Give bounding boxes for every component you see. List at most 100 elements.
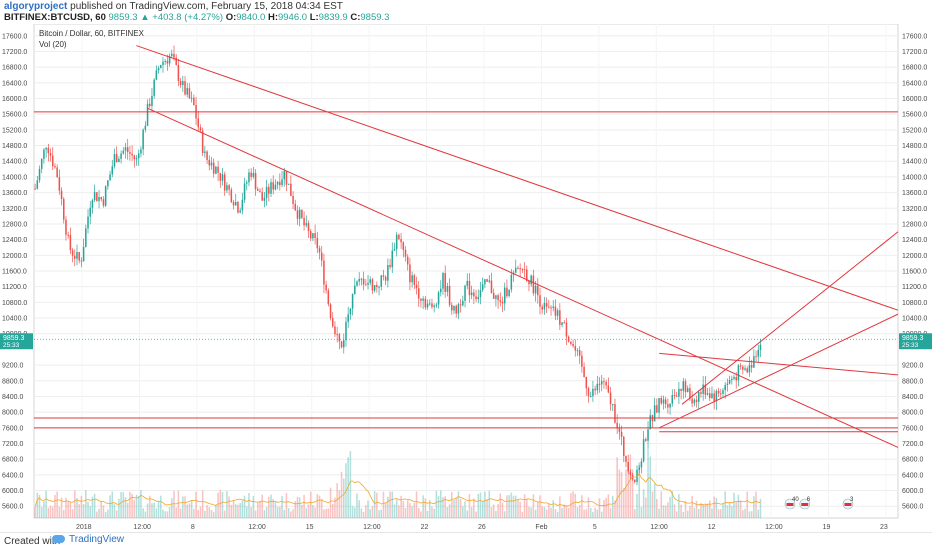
candle-body [325,284,327,291]
volume-bar [455,497,457,518]
x-tick-label: 12:00 [363,524,381,531]
candle-body [552,306,554,308]
candle-body [708,393,711,398]
candle-body [102,199,105,206]
volume-bar [263,510,266,518]
volume-bar [499,493,502,518]
volume-bar [283,509,286,518]
volume-bar [742,510,744,518]
volume-bar [545,509,548,518]
volume-bar [98,508,100,518]
candle-body [208,159,211,166]
candle-body [437,292,440,305]
volume-bar [653,483,656,518]
candle-body [190,97,193,99]
candle-body [340,341,343,348]
tradingview-logo[interactable]: TradingView [52,534,124,545]
candle-body [525,269,528,281]
volume-bar [36,492,39,518]
volume-bar [272,499,274,518]
volume-bar [82,504,85,518]
candle-body [126,147,129,153]
volume-bar [748,511,751,518]
volume-bar [631,469,634,518]
candle-body [298,209,301,219]
candle-body [519,268,521,270]
candle-body [80,260,83,262]
volume-bar [578,504,581,518]
volume-bar [294,501,297,518]
volume-bar [656,499,658,518]
candle-body [36,180,39,189]
volume-bar [257,502,259,518]
volume-bar [634,509,636,518]
y-tick-label-right: 7200.0 [902,441,924,448]
candle-body [45,147,47,150]
trendline [136,45,899,311]
candle-body [545,303,548,307]
candle-body [402,242,405,250]
volume-bar [164,511,166,518]
candle-body [623,436,625,457]
volume-bar [649,456,652,518]
candle-body [276,181,279,185]
candle-body [164,60,166,62]
volume-bar [603,499,605,518]
candle-body [292,195,294,204]
volume-bar [552,500,554,518]
volume-bar [684,500,687,518]
candle-body [78,252,80,261]
volume-bar [519,501,521,518]
candle-body [204,151,206,153]
candle-body [700,392,702,394]
x-tick-label: 26 [478,524,486,531]
candle-body [230,189,233,203]
volume-bar [358,500,360,518]
volume-bar [274,502,277,518]
volume-bar [470,506,473,518]
candle-body [384,276,387,281]
candle-body [362,278,365,285]
candle-body [726,383,729,385]
candle-body [58,177,61,191]
x-tick-label: 12:00 [248,524,266,531]
x-tick-label: 8 [191,524,195,531]
candle-body [722,390,724,394]
candle-body [548,306,550,308]
candle-body [113,154,116,167]
y-tick-label-right: 11200.0 [902,284,927,291]
volume-bar [691,496,693,518]
volume-bar [58,506,61,518]
y-tick-label-right: 10400.0 [902,316,927,323]
volume-bar [287,507,290,518]
volume-bar [417,508,420,518]
volume-bar [343,478,345,518]
candle-body [327,290,330,305]
volume-bar [554,509,557,518]
y-tick-label-right: 12000.0 [902,253,927,260]
volume-bar [316,494,319,518]
candle-body [307,223,310,232]
volume-bar [362,511,365,518]
volume-bar [433,508,435,518]
volume-bar [475,511,477,518]
volume-bar [67,501,69,518]
created-with-text: Created with [4,536,61,547]
y-tick-label-left: 15200.0 [2,127,27,134]
candle-body [49,153,52,156]
volume-bar [611,495,614,518]
volume-bar [402,500,405,518]
volume-bar [206,505,208,518]
candle-body [71,250,74,256]
y-tick-label-left: 14000.0 [2,174,27,181]
volume-bar [382,491,385,518]
volume-bar [126,502,129,518]
candle-body [395,234,398,250]
y-tick-label-left: 17600.0 [2,33,27,40]
candle-body [614,404,616,423]
candle-body [217,166,219,173]
author-link[interactable]: algoryproject [4,1,68,12]
x-tick-label: 12:00 [765,524,783,531]
y-tick-label-right: 10800.0 [902,300,927,307]
